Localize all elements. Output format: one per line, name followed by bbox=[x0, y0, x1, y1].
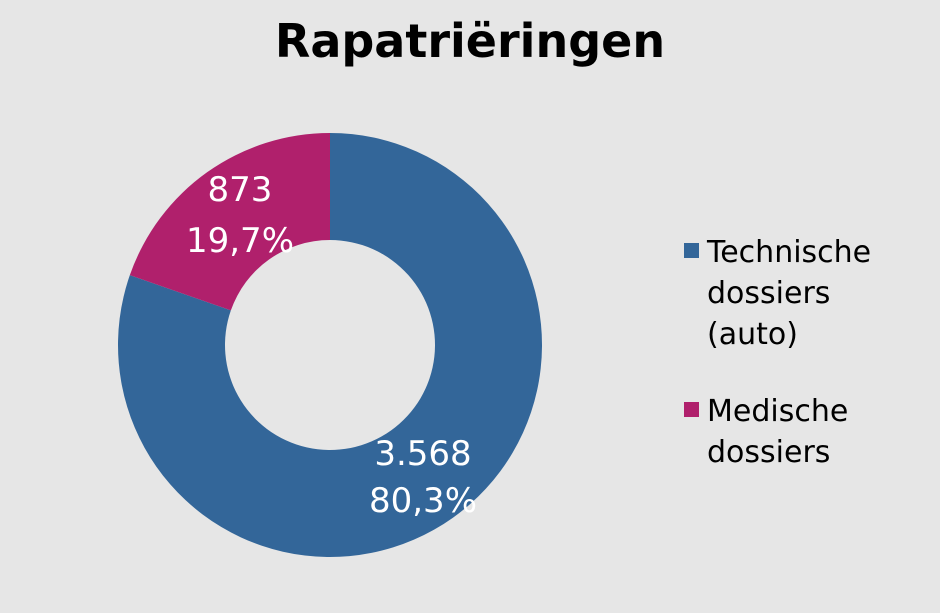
donut-slices bbox=[118, 132, 542, 557]
slice-value-label-medische: 873 bbox=[208, 170, 273, 210]
slice-labels: 3.568 80,3% 873 19,7% bbox=[186, 170, 477, 521]
donut-slice-medische bbox=[129, 132, 330, 311]
slice-value-label-technische: 3.568 bbox=[374, 434, 471, 474]
legend: Technische dossiers (auto) Medische doss… bbox=[684, 232, 934, 509]
legend-label-medische: Medische dossiers bbox=[707, 394, 849, 470]
slice-percent-label-medische: 19,7% bbox=[186, 221, 294, 261]
legend-swatch-technische bbox=[684, 243, 699, 258]
chart-title: Rapatriëringen bbox=[274, 14, 666, 68]
legend-swatch-medische bbox=[684, 402, 699, 417]
legend-label-technische: Technische dossiers (auto) bbox=[707, 235, 872, 352]
legend-item-technische: Technische dossiers (auto) bbox=[684, 232, 934, 355]
donut-slice-technische bbox=[118, 133, 542, 557]
legend-item-medische: Medische dossiers bbox=[684, 391, 934, 473]
slice-percent-label-technische: 80,3% bbox=[369, 481, 477, 521]
